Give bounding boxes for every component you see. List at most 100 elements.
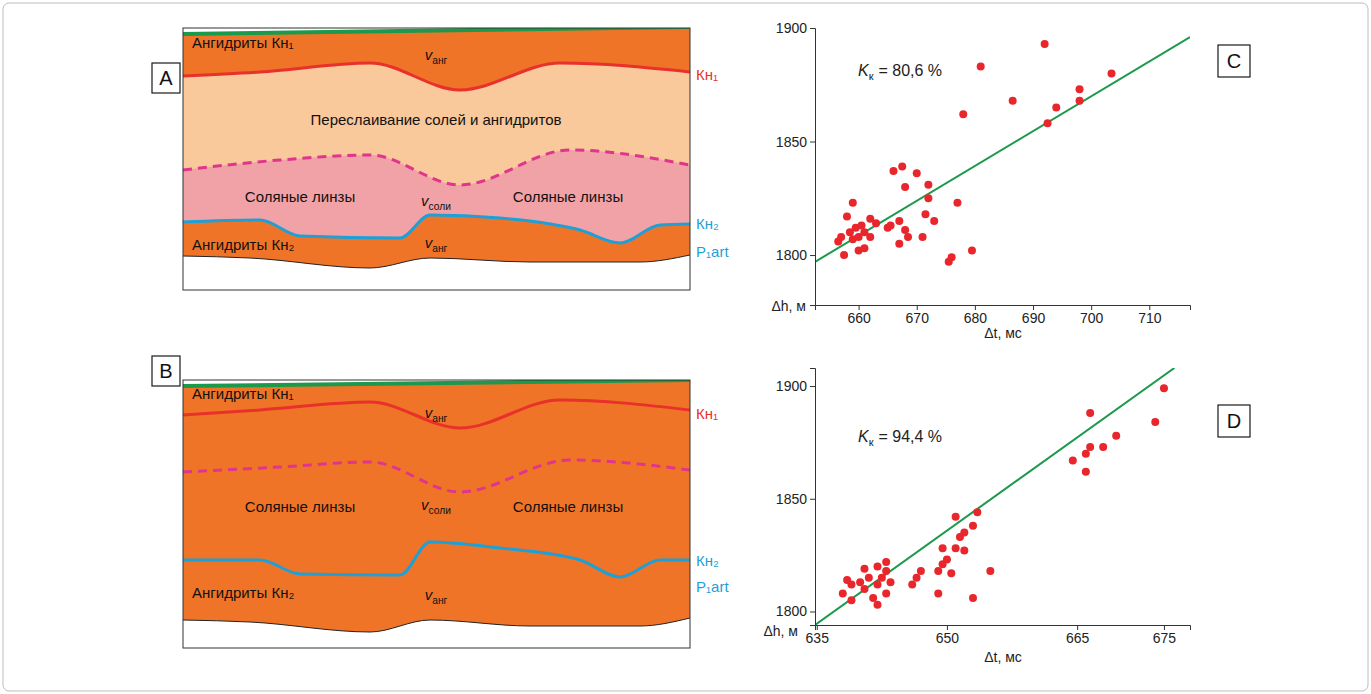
scatter-point — [878, 574, 886, 582]
x-tick: 690 — [1022, 305, 1046, 326]
scatter-point — [973, 508, 981, 516]
velocity-label: vсоли — [421, 496, 451, 516]
scatter-point — [1044, 119, 1052, 127]
diagram-layers — [183, 28, 690, 290]
boundary-line — [183, 460, 690, 492]
layer-label: Ангидриты Кн₁ — [192, 385, 294, 402]
y-tick: 1800 — [776, 247, 815, 263]
x-tick-label: 665 — [1066, 630, 1090, 646]
panel-letter: D — [1227, 410, 1241, 432]
annotation: Kк= 80,6 % — [858, 62, 942, 82]
scatter-point — [860, 585, 868, 593]
horizon-line — [183, 255, 690, 268]
scatter-point — [847, 596, 855, 604]
scatter-point — [839, 589, 847, 597]
y-tick-label: 1850 — [776, 491, 807, 507]
scatter-point — [898, 163, 906, 171]
scatter-point — [1041, 40, 1049, 48]
scatter-point — [865, 574, 873, 582]
velocity-label: vанг — [425, 234, 448, 254]
horizon-label: Кн₂ — [696, 552, 719, 569]
scatter-point — [882, 589, 890, 597]
figure-border — [3, 3, 1368, 691]
scatter-point — [889, 167, 897, 175]
y-tick: 1900 — [776, 378, 815, 394]
y-tick-mark — [810, 386, 815, 387]
lens-label: Соляные линзы — [513, 188, 623, 205]
scatter-point — [858, 222, 866, 230]
diagram-layers — [183, 380, 690, 648]
x-tick-label: 660 — [847, 310, 871, 326]
annotation: Kк= 94,4 % — [858, 428, 942, 448]
scatter-point — [1009, 97, 1017, 105]
x-tick-label: 650 — [936, 630, 960, 646]
horizon-label: P₁art — [696, 243, 729, 260]
scatter-point — [1076, 97, 1084, 105]
x-tick-label: 675 — [1153, 630, 1177, 646]
panel-letter-box — [152, 356, 180, 386]
scatter-point — [860, 565, 868, 573]
scatter-point — [837, 233, 845, 241]
y-tick-mark — [810, 611, 815, 612]
y-tick-mark — [810, 142, 815, 143]
scatter-point — [921, 210, 929, 218]
annotation-text: = 80,6 % — [878, 62, 942, 79]
lens-label: Соляные линзы — [245, 188, 355, 205]
x-axis-line — [816, 306, 1191, 311]
scatter-point — [930, 217, 938, 225]
layer-fill — [183, 255, 690, 290]
x-axis: 660670680690700710 — [816, 305, 1191, 326]
scatter-point — [1082, 450, 1090, 458]
x-tick: 635 — [806, 625, 830, 646]
scatter-point — [887, 222, 895, 230]
lens-label: Соляные линзы — [245, 498, 355, 515]
trend-line — [815, 37, 1190, 262]
velocity-label: vанг — [425, 404, 448, 424]
layer-label: Ангидриты Кн₂ — [192, 584, 294, 601]
layer-fill — [183, 380, 690, 648]
layer-label: Ангидриты Кн₂ — [192, 236, 294, 253]
horizon-label: Кн₁ — [696, 405, 718, 422]
y-axis-title: Δh, м — [763, 623, 798, 639]
x-tick: 660 — [847, 305, 871, 326]
velocity-label-subscript: анг — [432, 595, 447, 606]
y-axis-line — [810, 29, 816, 306]
scatter-point — [1076, 85, 1084, 93]
scatter-point — [960, 547, 968, 555]
scatter-point — [924, 194, 932, 202]
scatter-point — [866, 233, 874, 241]
y-tick-label: 1850 — [776, 134, 807, 150]
x-tick-label: 680 — [964, 310, 988, 326]
x-tick-label: 635 — [806, 630, 830, 646]
panel-letter: B — [159, 360, 172, 382]
y-tick-label: 1900 — [776, 20, 807, 36]
velocity-label-subscript: анг — [432, 243, 447, 254]
scatter-point — [960, 529, 968, 537]
diagram-panel — [183, 380, 690, 653]
scatter-point — [849, 199, 857, 207]
scatter-point — [895, 240, 903, 248]
velocity-label: vанг — [425, 46, 448, 66]
panel-letter-box — [152, 63, 180, 93]
y-tick-mark — [810, 499, 815, 500]
x-tick: 665 — [1066, 625, 1090, 646]
scatter-point — [1099, 443, 1107, 451]
scatter-point — [872, 219, 880, 227]
scatter-point — [934, 567, 942, 575]
scatter-point — [947, 569, 955, 577]
y-axis: 180018501900 — [776, 369, 816, 626]
scatter-point — [953, 199, 961, 207]
x-tick: 680 — [964, 305, 988, 326]
horizon-label: Кн₁ — [696, 66, 718, 83]
scatter-point — [959, 110, 967, 118]
velocity-label-subscript: соли — [429, 201, 451, 212]
x-tick: 710 — [1138, 305, 1162, 326]
scatter-point — [948, 253, 956, 261]
scatter-point — [908, 580, 916, 588]
scatter-point — [969, 594, 977, 602]
y-axis: 1800 1850 1900 — [776, 20, 816, 306]
scatter-point — [1108, 69, 1116, 77]
lens-label: Соляные линзы — [513, 498, 623, 515]
scatter-point — [917, 567, 925, 575]
y-tick: 1850 — [776, 134, 815, 150]
